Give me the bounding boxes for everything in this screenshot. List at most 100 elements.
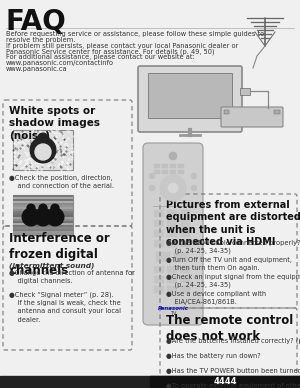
- Bar: [154, 210, 164, 217]
- Bar: [13, 215, 73, 217]
- Text: Interference or
frozen digital
channels: Interference or frozen digital channels: [9, 232, 110, 277]
- Bar: [167, 266, 177, 273]
- Bar: [180, 276, 190, 283]
- Circle shape: [149, 173, 155, 179]
- Bar: [13, 233, 73, 234]
- Bar: [178, 170, 184, 174]
- Bar: [180, 220, 190, 227]
- Bar: [13, 231, 73, 232]
- Bar: [170, 170, 176, 174]
- Bar: [162, 164, 168, 168]
- Text: ●Has the battery run down?: ●Has the battery run down?: [166, 353, 261, 359]
- Bar: [274, 110, 280, 114]
- Text: 4444: 4444: [213, 378, 237, 386]
- Circle shape: [160, 175, 186, 201]
- Bar: [224, 110, 229, 114]
- FancyBboxPatch shape: [143, 143, 203, 325]
- Bar: [13, 209, 73, 211]
- Text: Pictures from external
equipment are distorted
when the unit is
connected via HD: Pictures from external equipment are dis…: [166, 200, 300, 247]
- Bar: [167, 240, 177, 247]
- Circle shape: [46, 208, 64, 226]
- Bar: [13, 205, 73, 206]
- Text: Before requesting service or assistance, please follow these simple guides to: Before requesting service or assistance,…: [6, 31, 264, 37]
- Bar: [154, 230, 164, 237]
- Text: www.panasonic.com/contactinfo: www.panasonic.com/contactinfo: [6, 60, 114, 66]
- Circle shape: [191, 185, 197, 191]
- Circle shape: [39, 204, 47, 212]
- Bar: [13, 195, 73, 196]
- Text: ●Is the HDMI cable connected properly?
    (p. 24-25, 34-35): ●Is the HDMI cable connected properly? (…: [166, 240, 300, 255]
- Bar: [180, 266, 190, 273]
- Bar: [13, 219, 73, 220]
- Bar: [13, 211, 73, 213]
- Text: ●Turn Off the TV unit and equipment,
    then turn them On again.: ●Turn Off the TV unit and equipment, the…: [166, 257, 292, 271]
- Circle shape: [38, 133, 49, 144]
- FancyBboxPatch shape: [221, 107, 283, 127]
- Circle shape: [35, 144, 51, 160]
- Text: If problem still persists, please contact your local Panasonic dealer or: If problem still persists, please contac…: [6, 43, 238, 48]
- Circle shape: [149, 185, 155, 191]
- Bar: [154, 164, 160, 168]
- Circle shape: [51, 204, 59, 212]
- Text: TV: TV: [170, 311, 176, 316]
- Bar: [156, 252, 170, 262]
- Bar: [13, 203, 73, 204]
- Bar: [13, 207, 73, 208]
- Bar: [180, 230, 190, 237]
- Text: ●Change the direction of antenna for
    digital channels.: ●Change the direction of antenna for dig…: [9, 270, 135, 284]
- FancyBboxPatch shape: [138, 66, 242, 132]
- Circle shape: [168, 183, 178, 193]
- Bar: [154, 286, 164, 293]
- Text: www.panasonic.ca: www.panasonic.ca: [6, 66, 68, 72]
- Bar: [13, 225, 73, 227]
- Bar: [180, 210, 190, 217]
- Circle shape: [22, 208, 40, 226]
- Text: The remote control
does not work: The remote control does not work: [166, 314, 293, 343]
- Bar: [148, 73, 232, 118]
- Text: ●To operate external equipment of other
    manufacturers, register the
    remo: ●To operate external equipment of other …: [166, 383, 300, 388]
- Circle shape: [169, 152, 177, 160]
- Bar: [162, 170, 168, 174]
- Circle shape: [27, 204, 35, 212]
- Text: ●Check the position, direction,
    and connection of the aerial.: ●Check the position, direction, and conn…: [9, 175, 114, 189]
- Bar: [174, 252, 188, 262]
- Bar: [154, 240, 164, 247]
- Bar: [154, 220, 164, 227]
- Text: ●Check an input signal from the equipment.
    (p. 24-25, 34-35): ●Check an input signal from the equipmen…: [166, 274, 300, 289]
- Bar: [13, 195, 73, 235]
- Text: ●Has the TV POWER button been turned On?: ●Has the TV POWER button been turned On?: [166, 368, 300, 374]
- Circle shape: [191, 173, 197, 179]
- Text: ●Use a device compliant with
    EIA/CEA-861/861B.: ●Use a device compliant with EIA/CEA-861…: [166, 291, 266, 305]
- Bar: [167, 286, 177, 293]
- Text: Panasonic: Panasonic: [158, 306, 188, 311]
- Bar: [154, 170, 160, 174]
- Bar: [167, 276, 177, 283]
- Bar: [13, 199, 73, 201]
- Bar: [150, 376, 300, 388]
- Bar: [167, 210, 177, 217]
- Bar: [178, 164, 184, 168]
- Bar: [13, 223, 73, 225]
- Bar: [154, 266, 164, 273]
- Bar: [0, 376, 300, 388]
- Text: ●Check “Signal meter” (p. 28).
    If the signal is weak, check the
    antenna : ●Check “Signal meter” (p. 28). If the si…: [9, 292, 121, 322]
- Text: White spots or
shadow images
(noise): White spots or shadow images (noise): [9, 106, 100, 141]
- Text: ●Are the batteries installed correctly? (p. 6): ●Are the batteries installed correctly? …: [166, 338, 300, 345]
- Circle shape: [30, 137, 56, 163]
- Bar: [180, 240, 190, 247]
- Bar: [167, 220, 177, 227]
- Bar: [13, 221, 73, 222]
- Bar: [13, 201, 73, 203]
- Bar: [13, 227, 73, 229]
- Circle shape: [34, 208, 52, 226]
- Bar: [13, 130, 73, 170]
- Text: Panasonic Service center for assistance. For details (p. 49, 50): Panasonic Service center for assistance.…: [6, 48, 214, 55]
- Text: resolve the problem.: resolve the problem.: [6, 37, 75, 43]
- Bar: [180, 286, 190, 293]
- Bar: [13, 197, 73, 199]
- Bar: [240, 88, 250, 95]
- Bar: [167, 230, 177, 237]
- Bar: [170, 164, 176, 168]
- Text: FAQ: FAQ: [6, 8, 67, 36]
- Text: For additional assistance, please contact our website at:: For additional assistance, please contac…: [6, 54, 195, 60]
